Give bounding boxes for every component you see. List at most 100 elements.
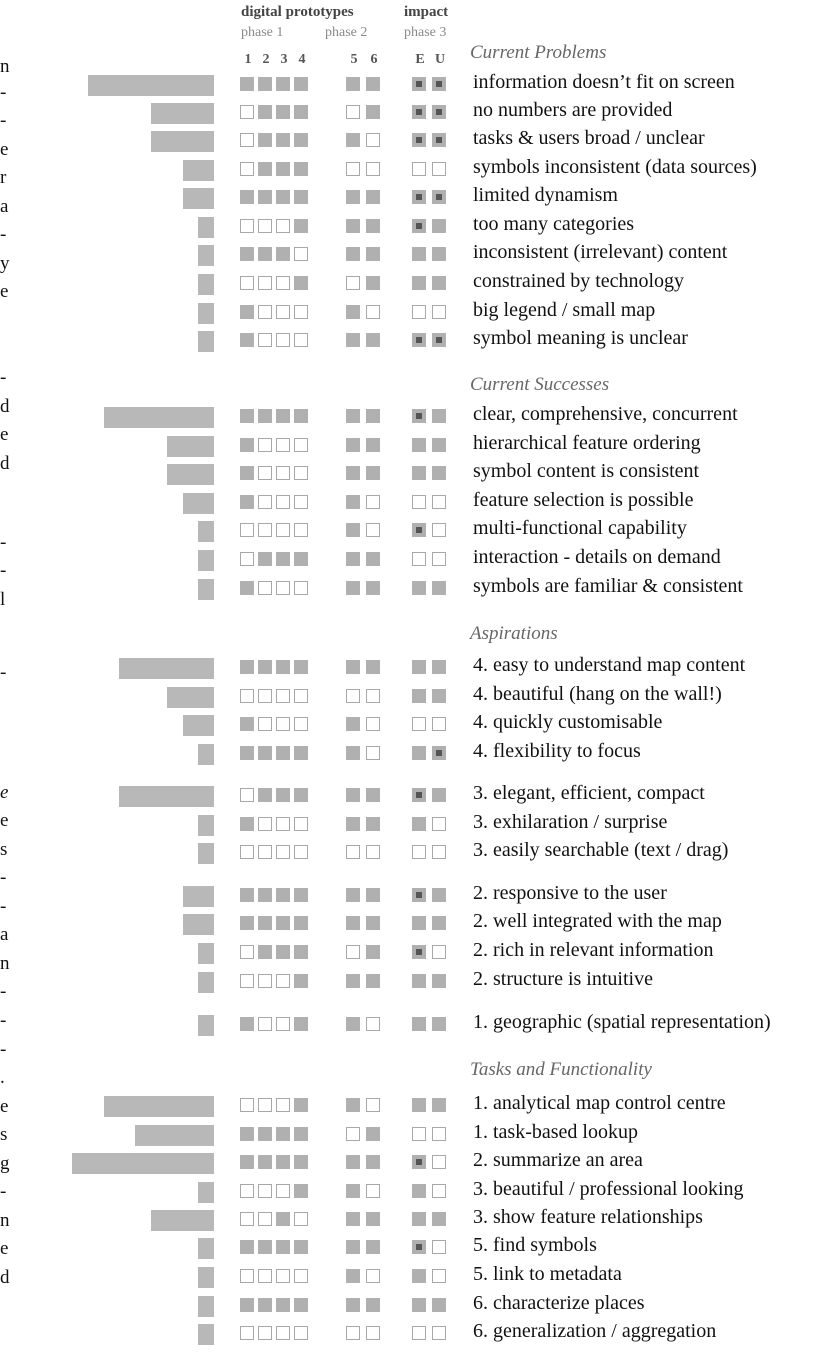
frequency-bar <box>198 1267 214 1288</box>
impact-cell-U <box>432 1184 446 1198</box>
row-label: feature selection is possible <box>473 489 694 511</box>
prototype-cell-5 <box>346 817 360 831</box>
impact-cell-E <box>412 1155 426 1169</box>
frequency-bar <box>198 579 214 600</box>
impact-cell-E <box>412 660 426 674</box>
impact-cell-E <box>412 1184 426 1198</box>
row-label: 3. exhilaration / surprise <box>473 811 668 833</box>
prototype-cell-1 <box>240 717 254 731</box>
frequency-bar <box>198 331 214 352</box>
prototype-cell-1 <box>240 466 254 480</box>
prototype-cell-2 <box>258 746 272 760</box>
edge-text-fragment: - <box>0 82 7 103</box>
prototype-cell-3 <box>276 660 290 674</box>
chart-row: 5. find symbols <box>0 1235 815 1263</box>
prototype-cell-4 <box>294 105 308 119</box>
impact-cell-U <box>432 717 446 731</box>
prototype-cell-4 <box>294 466 308 480</box>
impact-cell-U <box>432 77 446 91</box>
chart-row: 3. easily searchable (text / drag) <box>0 840 815 868</box>
prototype-cell-1 <box>240 409 254 423</box>
prototype-cell-6 <box>366 916 380 930</box>
prototype-cell-5 <box>346 1212 360 1226</box>
prototype-cell-6 <box>366 845 380 859</box>
prototype-cell-4 <box>294 916 308 930</box>
frequency-bar <box>119 658 214 679</box>
chart-row: 1. task-based lookup <box>0 1122 815 1150</box>
header-phase-3: phase 3 <box>404 25 447 40</box>
prototype-cell-6 <box>366 466 380 480</box>
row-label: clear, comprehensive, concurrent <box>473 403 738 425</box>
prototype-cell-3 <box>276 1240 290 1254</box>
chart-row: 3. beautiful / professional looking <box>0 1179 815 1207</box>
frequency-bar <box>198 274 214 295</box>
row-label: inconsistent (irrelevant) content <box>473 241 728 263</box>
prototype-cell-6 <box>366 1184 380 1198</box>
frequency-bar <box>104 407 214 428</box>
prototype-cell-2 <box>258 1098 272 1112</box>
prototype-cell-6 <box>366 133 380 147</box>
impact-cell-U <box>432 276 446 290</box>
prototype-cell-3 <box>276 409 290 423</box>
chart-row: symbols inconsistent (data sources) <box>0 157 815 185</box>
prototype-cell-6 <box>366 717 380 731</box>
prototype-cell-2 <box>258 945 272 959</box>
prototype-cell-6 <box>366 660 380 674</box>
impact-cell-E <box>412 581 426 595</box>
frequency-bar <box>151 1210 214 1231</box>
edge-text-fragment: - <box>0 532 7 553</box>
prototype-cell-6 <box>366 945 380 959</box>
chart-row: 3. exhilaration / surprise <box>0 812 815 840</box>
row-label: big legend / small map <box>473 299 656 321</box>
prototype-cell-6 <box>366 409 380 423</box>
impact-cell-E <box>412 466 426 480</box>
prototype-cell-2 <box>258 1326 272 1340</box>
prototype-cell-4 <box>294 1240 308 1254</box>
prototype-cell-2 <box>258 660 272 674</box>
row-label: 4. flexibility to focus <box>473 740 641 762</box>
chart-row: big legend / small map <box>0 300 815 328</box>
prototype-cell-4 <box>294 438 308 452</box>
prototype-cell-4 <box>294 945 308 959</box>
prototype-cell-1 <box>240 817 254 831</box>
edge-text-fragment: n <box>0 56 10 77</box>
chart-row: 1. analytical map control centre <box>0 1093 815 1121</box>
prototype-cell-4 <box>294 552 308 566</box>
frequency-bar <box>198 245 214 266</box>
prototype-cell-3 <box>276 1127 290 1141</box>
row-label: 6. characterize places <box>473 1292 645 1314</box>
prototype-cell-5 <box>346 133 360 147</box>
prototype-cell-1 <box>240 1326 254 1340</box>
edge-text-fragment: - <box>0 662 7 683</box>
row-label: 4. quickly customisable <box>473 711 663 733</box>
prototype-cell-2 <box>258 1155 272 1169</box>
chart-row: feature selection is possible <box>0 490 815 518</box>
chart-row: information doesn’t fit on screen <box>0 72 815 100</box>
prototype-cell-2 <box>258 333 272 347</box>
impact-cell-U <box>432 1212 446 1226</box>
chart-row: 6. characterize places <box>0 1293 815 1321</box>
prototype-cell-4 <box>294 77 308 91</box>
chart-row: 6. generalization / aggregation <box>0 1321 815 1349</box>
prototype-cell-6 <box>366 523 380 537</box>
prototype-cell-4 <box>294 495 308 509</box>
prototype-cell-1 <box>240 105 254 119</box>
prototype-cell-5 <box>346 1184 360 1198</box>
prototype-cell-2 <box>258 1298 272 1312</box>
prototype-cell-4 <box>294 1212 308 1226</box>
prototype-cell-1 <box>240 333 254 347</box>
prototype-cell-6 <box>366 1240 380 1254</box>
frequency-bar <box>119 786 214 807</box>
prototype-cell-2 <box>258 276 272 290</box>
edge-text-fragment: e <box>0 424 9 445</box>
edge-text-fragment: a <box>0 196 9 217</box>
impact-cell-U <box>432 1017 446 1031</box>
prototype-cell-3 <box>276 1212 290 1226</box>
prototype-cell-1 <box>240 845 254 859</box>
edge-text-fragment: - <box>0 367 7 388</box>
impact-cell-E <box>412 717 426 731</box>
prototype-cell-5 <box>346 438 360 452</box>
prototype-cell-3 <box>276 276 290 290</box>
impact-cell-U <box>432 1298 446 1312</box>
prototype-cell-3 <box>276 438 290 452</box>
